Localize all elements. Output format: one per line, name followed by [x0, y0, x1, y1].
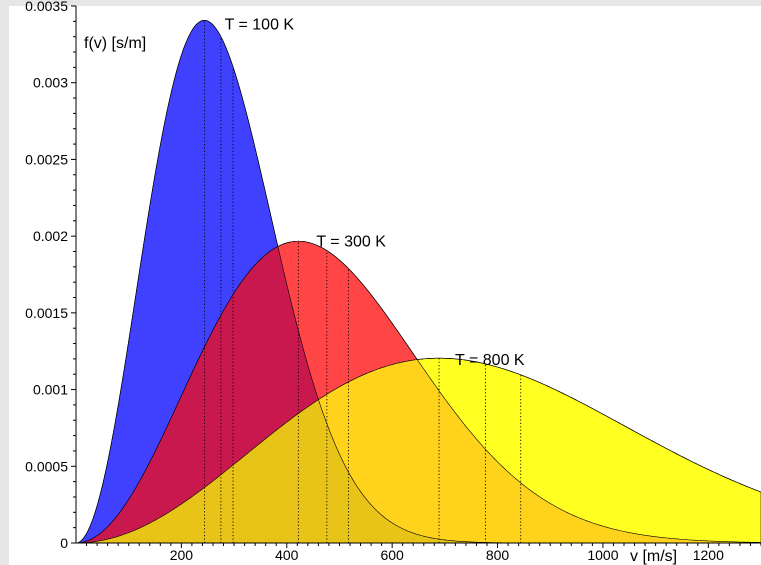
series-curve-100k — [76, 19, 761, 543]
axes — [71, 5, 761, 548]
overlap-area-all — [76, 400, 761, 543]
guide-line-layer — [204, 20, 522, 543]
y-tick-label: 0.0005 — [25, 458, 68, 474]
x-tick-label: 200 — [170, 547, 194, 563]
x-tick-label: 600 — [380, 547, 404, 563]
series-curve-800k — [76, 357, 761, 543]
series-label-300k: T = 300 K — [316, 234, 386, 251]
x-tick-label: 800 — [486, 547, 510, 563]
y-tick-label: 0.0035 — [25, 0, 68, 14]
y-tick-label: 0.0025 — [25, 151, 68, 167]
y-tick-label: 0.002 — [33, 228, 68, 244]
series-label-100k: T = 100 K — [225, 16, 295, 33]
x-axis-title: v [m/s] — [630, 548, 677, 565]
y-tick-label: 0.0015 — [25, 305, 68, 321]
x-tick-label: 1000 — [587, 547, 618, 563]
y-tick-label: 0.003 — [33, 75, 68, 91]
series-curve-300k — [76, 240, 761, 543]
area-layer — [76, 19, 761, 543]
series-label-800k: T = 800 K — [455, 352, 525, 369]
y-axis-title: f(v) [s/m] — [84, 35, 146, 52]
y-tick-label: 0 — [60, 535, 68, 551]
label-layer: 0 0.0005 0.001 0.0015 0.002 0.0025 0.003 0.0035… — [25, 0, 724, 565]
y-tick-label: 0.001 — [33, 382, 68, 398]
x-tick-label: 1200 — [693, 547, 724, 563]
x-tick-label: 400 — [275, 547, 299, 563]
